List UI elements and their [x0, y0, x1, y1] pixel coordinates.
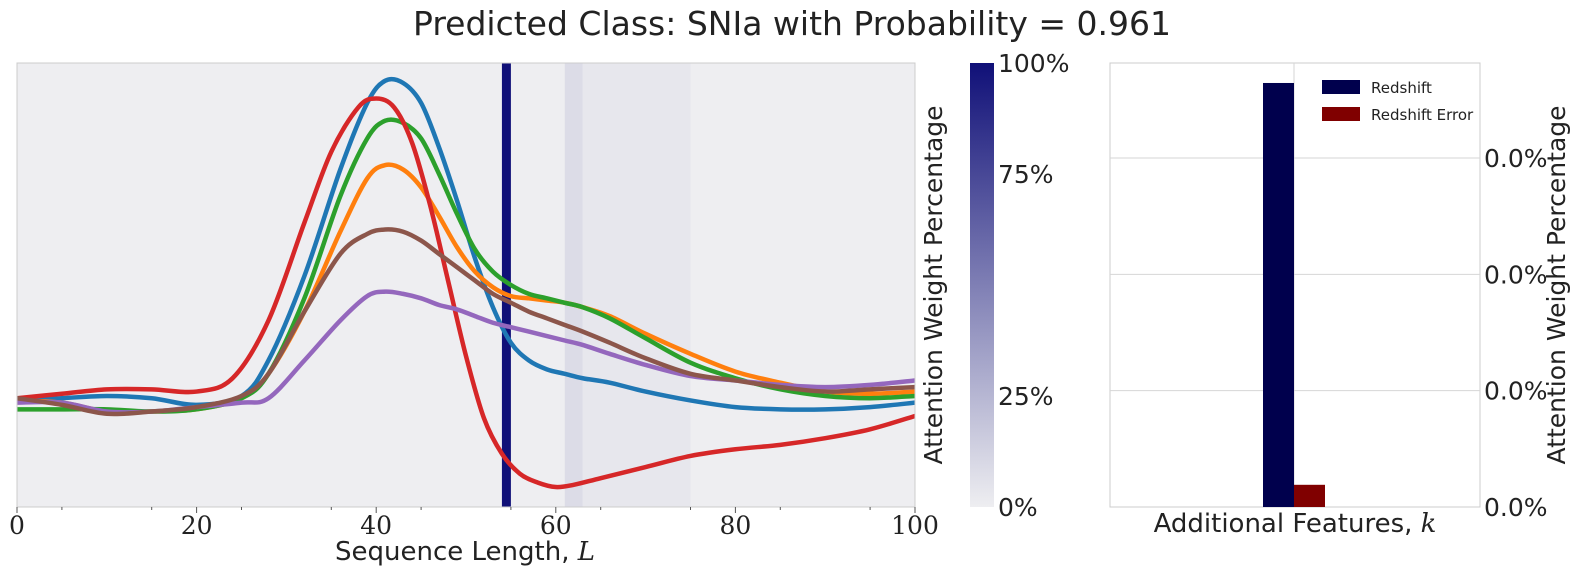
colorbar-ticks: 0% 25% 75% 100%: [998, 49, 1069, 522]
colorbar-tick-label: 100%: [998, 49, 1069, 78]
line-plot: 0 20 40 60 80 100 Sequence Length, L: [9, 62, 939, 567]
attention-band: [564, 63, 583, 507]
colorbar-tick-label: 25%: [998, 382, 1054, 411]
series-lines: [17, 76, 915, 490]
legend-label: Redshift: [1371, 79, 1432, 97]
bar-plot-background: [1109, 62, 1481, 508]
colorbar: 0% 25% 75% 100% Attention Weight Percentage: [919, 49, 1069, 522]
attention-bands: [501, 63, 691, 507]
bar-plot: 0.0%0.0%0.0%0.0% Additional Features, k …: [1109, 62, 1571, 539]
bar-legend: Redshift Redshift Error: [1322, 79, 1474, 124]
bar-y-ticks: 0.0% 0.0% 0.0% 0.0%: [1484, 144, 1548, 522]
bar-y-tick-label: 0.0%: [1484, 377, 1548, 406]
x-tick-label: 0: [9, 511, 25, 540]
bar-y-tick-label: 0.0%: [1484, 493, 1548, 522]
bar-y-tick-label: 0.0%: [1484, 144, 1548, 173]
plot-frame: [16, 62, 916, 508]
x-tick-label: 100: [891, 511, 939, 540]
legend-swatch: [1322, 107, 1360, 121]
colorbar-label: Attention Weight Percentage: [919, 105, 948, 464]
bar: [1263, 82, 1294, 507]
x-tick-label: 60: [540, 511, 572, 540]
x-axis-label: Sequence Length, L: [335, 537, 595, 567]
series-line: [17, 227, 915, 417]
x-tick-label: 20: [181, 511, 213, 540]
x-tick-label: 80: [719, 511, 751, 540]
attention-band: [501, 63, 511, 507]
x-axis: 0 20 40 60 80 100: [9, 507, 939, 540]
series-line: [17, 96, 915, 490]
x-tick-label: 40: [360, 511, 392, 540]
colorbar-tick-label: 75%: [998, 160, 1054, 189]
colorbar-tick-label: 0%: [998, 493, 1038, 522]
plot-background: [17, 63, 915, 507]
bar: [1294, 484, 1325, 507]
legend-label: Redshift Error: [1371, 106, 1474, 124]
bar-y-axis-label: Attention Weight Percentage: [1542, 105, 1571, 464]
bars: [1263, 82, 1325, 507]
bar-y-tick-label: 0.0%: [1484, 260, 1548, 289]
legend-swatch: [1322, 80, 1360, 94]
colorbar-gradient: [970, 63, 994, 507]
figure-title: Predicted Class: SNIa with Probability =…: [0, 4, 1584, 43]
bar-x-axis-label: Additional Features, k: [1154, 509, 1437, 539]
figure-title-text: Predicted Class: SNIa with Probability =…: [413, 4, 1171, 43]
attention-band: [582, 63, 691, 507]
